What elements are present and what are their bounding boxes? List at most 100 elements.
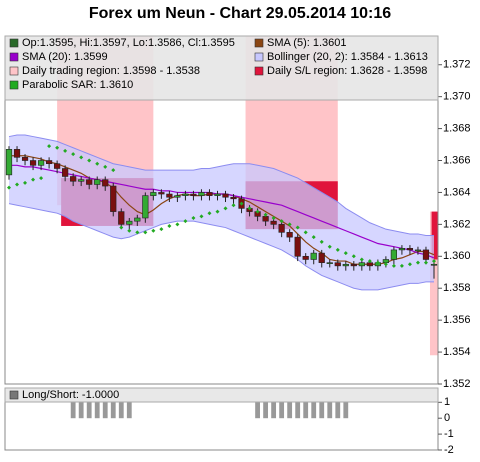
candle-body: [310, 252, 317, 260]
candle-body: [94, 179, 101, 185]
sar-dot: [239, 201, 244, 206]
sar-dot: [167, 223, 172, 228]
sar-dot: [375, 260, 380, 265]
sar-dot: [295, 225, 300, 230]
candle-body: [86, 179, 93, 185]
sar-dot: [79, 155, 84, 160]
candle-body: [270, 220, 277, 225]
sma-line: [9, 164, 435, 259]
sar-dot: [175, 222, 180, 227]
region-box: [431, 211, 438, 260]
band-lower: [8, 203, 434, 291]
candle-body: [398, 248, 406, 251]
candle-body: [21, 157, 29, 161]
candle-body: [230, 196, 237, 200]
y-tick-label: 1: [444, 396, 450, 408]
legend-box: [4, 387, 439, 403]
y-tick-label: 1.364: [443, 186, 471, 198]
sar-dot: [415, 260, 420, 265]
candle-body: [29, 160, 37, 166]
sar-dot: [391, 263, 396, 268]
candle-body: [358, 262, 365, 267]
sar-dot: [31, 177, 36, 182]
y-tick-label: 1.356: [443, 314, 471, 326]
sar-dot: [55, 145, 60, 150]
candle-body: [334, 262, 341, 267]
candle-body: [54, 163, 61, 169]
bar: [271, 402, 277, 419]
bar: [287, 402, 293, 419]
bar: [86, 402, 92, 419]
y-tick-label: 1.352: [443, 378, 471, 390]
legend-swatch: [254, 38, 264, 48]
sar-dot: [127, 228, 132, 233]
candle-body: [126, 220, 133, 225]
sar-dot: [15, 182, 20, 187]
candle-body: [45, 160, 53, 165]
sar-dot: [159, 227, 164, 232]
sar-dot: [207, 211, 212, 216]
sar-dot: [103, 164, 108, 169]
legend-swatch: [9, 38, 19, 48]
y-tick-label: -1: [444, 428, 454, 440]
candle-body: [318, 252, 325, 263]
legend-label: SMA (20): 1.3599: [22, 51, 108, 63]
sar-dot: [271, 215, 276, 220]
candle-body: [78, 179, 85, 182]
legend-label: SMA (5): 1.3601: [267, 37, 347, 49]
sar-dot: [111, 168, 116, 173]
sar-dot: [223, 206, 228, 211]
sar-dot: [23, 180, 28, 185]
overlay: 1.352 1.354 1.356 1.358 1.360 1.362 1.364 1.366…: [4, 35, 471, 456]
sar-dot: [191, 215, 196, 220]
candle-body: [430, 263, 438, 266]
candle-body: [182, 193, 189, 196]
bar: [78, 402, 84, 419]
bar: [343, 402, 349, 419]
sar-dot: [279, 219, 284, 224]
legend-label: Long/Short: -1.0000: [22, 389, 119, 401]
legend-label: Daily S/L region: 1.3628 - 1.3598: [267, 65, 427, 77]
candle-body: [222, 193, 229, 198]
candle-body: [37, 160, 45, 166]
y-tick-label: 1.372: [443, 59, 471, 71]
sar-dot: [287, 222, 292, 227]
bar: [279, 402, 285, 419]
bar: [94, 402, 100, 419]
sar-dot: [39, 176, 44, 181]
sar-dot: [199, 214, 204, 219]
sar-dot: [407, 262, 412, 267]
candle-body: [406, 248, 414, 251]
bar: [335, 402, 341, 419]
legend-swatch: [254, 52, 264, 62]
sar-dot: [95, 161, 100, 166]
chart-title: Forex um Neun - Chart 29.05.2014 10:16: [89, 5, 391, 22]
candle-body: [118, 211, 125, 225]
sar-dot: [311, 235, 316, 240]
y-tick-label: 1.354: [443, 346, 471, 358]
candle-body: [302, 255, 309, 260]
candle-body: [190, 193, 197, 196]
sar-dot: [319, 239, 324, 244]
sar-dot: [71, 152, 76, 157]
bar: [126, 402, 132, 419]
sar-dot: [327, 244, 332, 249]
sar-dot: [303, 230, 308, 235]
y-tick-label: 1.358: [443, 282, 471, 294]
candle-body: [342, 263, 349, 267]
bar: [311, 402, 317, 419]
candle-body: [382, 259, 389, 263]
sar-dot: [135, 230, 140, 235]
candle-body: [13, 149, 21, 158]
candle-body: [5, 149, 13, 176]
legend-label: Op:1.3595, Hi:1.3597, Lo:1.3586, Cl:1.35…: [22, 37, 235, 49]
candle-body: [422, 249, 430, 260]
sar-dot: [7, 185, 12, 190]
bar: [70, 402, 76, 419]
sar-dot: [47, 144, 52, 149]
candle-body: [262, 216, 269, 222]
sar-dot: [143, 230, 148, 235]
candle-body: [390, 249, 398, 260]
candle-body: [206, 192, 213, 196]
